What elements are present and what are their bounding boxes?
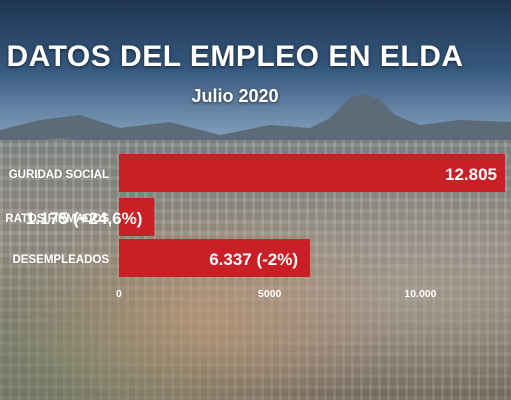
value-label: 12.805 bbox=[445, 165, 497, 184]
x-tick-label: 0 bbox=[116, 288, 122, 300]
page-subtitle: Julio 2020 bbox=[191, 86, 279, 106]
category-label: GURIDAD SOCIAL bbox=[9, 169, 109, 181]
bar bbox=[119, 198, 155, 236]
category-label: RATOS FIRMADOS bbox=[5, 213, 109, 225]
value-label: 1.175 (+24,6%) bbox=[26, 209, 143, 228]
value-label: 6.337 (-2%) bbox=[209, 250, 298, 269]
x-tick-label: 10.000 bbox=[404, 288, 436, 300]
category-label: DESEMPLEADOS bbox=[13, 254, 110, 266]
x-tick-label: 5000 bbox=[258, 288, 282, 300]
page-title: DATOS DEL EMPLEO EN ELDA bbox=[6, 40, 464, 73]
bar bbox=[119, 239, 311, 277]
bar bbox=[119, 154, 505, 192]
